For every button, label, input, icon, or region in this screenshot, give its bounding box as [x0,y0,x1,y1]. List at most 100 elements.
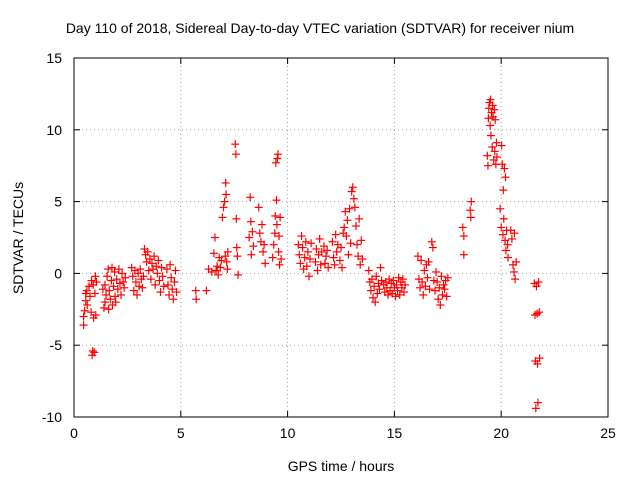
data-point [90,348,99,357]
data-point [498,230,507,239]
data-point [440,285,449,294]
data-point [466,206,475,215]
data-point [212,266,221,275]
data-point [91,311,100,320]
data-point [79,312,88,321]
data-point [273,154,282,163]
data-point [317,247,326,256]
data-point [483,161,492,170]
data-point [395,290,404,299]
data-point [335,256,344,265]
data-point [416,283,425,292]
data-point [223,247,232,256]
data-point [246,193,255,202]
data-point [272,220,281,229]
data-point [377,276,386,285]
data-point [391,292,400,301]
data-point [366,286,375,295]
data-point [501,236,510,245]
data-point [510,229,519,238]
data-point [351,222,360,231]
data-point [269,240,278,249]
data-point [401,280,410,289]
data-point [139,272,148,281]
data-point [98,285,107,294]
data-point [120,283,129,292]
y-tick-label: 5 [54,194,62,210]
data-point [533,359,542,368]
data-point [417,256,426,265]
data-point [369,293,378,302]
data-point [459,232,468,241]
data-point [153,269,162,278]
data-point [490,147,499,156]
data-point [338,263,347,272]
data-point [207,267,216,276]
data-point [214,270,223,279]
y-tick-label: -10 [42,409,62,425]
data-point [492,138,501,147]
data-point [355,214,364,223]
data-point [375,285,384,294]
data-point [90,289,99,298]
data-point [259,247,268,256]
data-point [87,276,96,285]
data-point [376,263,385,272]
data-point [467,197,476,206]
data-point [329,253,338,262]
data-point [296,259,305,268]
data-point [86,292,95,301]
data-point [218,213,227,222]
data-point [302,262,311,271]
data-point [420,266,429,275]
data-point [341,207,350,216]
data-point [346,239,355,248]
data-point [423,273,432,282]
data-point [246,217,255,226]
data-point [108,263,117,272]
data-point [442,292,451,301]
data-point [373,289,382,298]
data-point [275,232,284,241]
data-point [316,260,325,269]
data-point [438,290,447,299]
x-axis-label: GPS time / hours [287,458,395,474]
data-point [116,290,125,299]
data-point [210,233,219,242]
data-point [118,269,127,278]
data-point [270,229,279,238]
data-point [348,183,357,192]
data-point [350,203,359,212]
data-point [436,300,445,309]
data-point [295,250,304,259]
data-point [145,255,154,264]
grid-lines [74,58,608,417]
data-point [535,308,544,317]
data-point [234,270,243,279]
data-point [343,216,352,225]
data-point [533,309,542,318]
data-point [357,236,366,245]
data-point [277,255,286,264]
data-point [255,229,264,238]
data-point [128,272,137,281]
data-point [167,273,176,282]
data-point [273,150,282,159]
data-point [353,240,362,249]
data-point [364,266,373,275]
data-point [532,282,541,291]
data-point [219,203,228,212]
data-point [152,262,161,271]
data-point [159,282,168,291]
data-point [99,303,108,312]
data-point [421,282,430,291]
x-tick-label: 20 [493,425,509,441]
data-point [294,240,303,249]
data-point [202,286,211,295]
data-point [340,223,349,232]
data-point [497,223,506,232]
data-point [437,272,446,281]
data-point [433,278,442,287]
data-point [501,173,510,182]
data-point [486,95,495,104]
